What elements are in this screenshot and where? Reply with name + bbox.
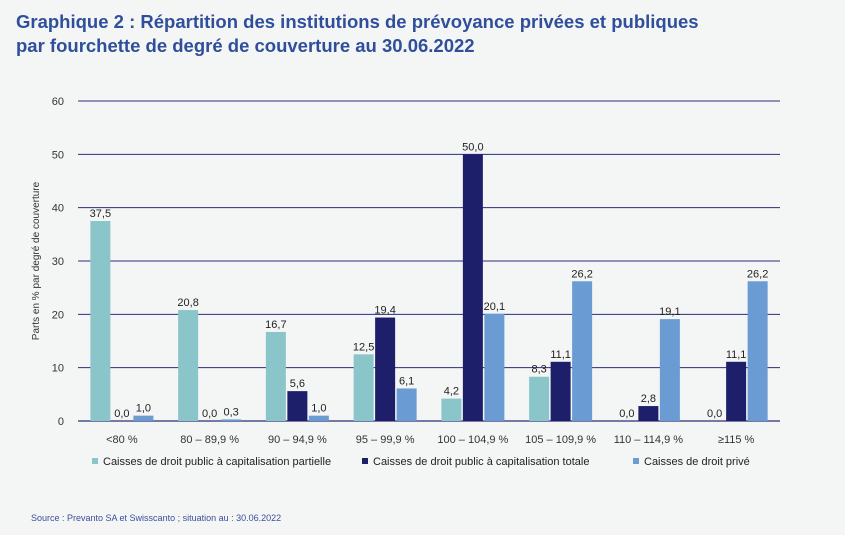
data-label-s2-4: 50,0	[462, 141, 483, 153]
source-note: Source : Prevanto SA et Swisscanto ; sit…	[31, 513, 282, 523]
data-label-s3-4: 20,1	[484, 301, 505, 313]
x-tick-label-0: <80 %	[106, 434, 138, 446]
data-label-s3-7: 26,2	[747, 268, 768, 280]
data-label-s2-3: 19,4	[374, 305, 395, 317]
x-tick-label-5: 105 – 109,9 %	[525, 434, 596, 446]
data-label-s2-5: 11,1	[550, 349, 571, 361]
x-tick-label-6: 110 – 114,9 %	[614, 434, 684, 446]
chart-title-line-2: par fourchette de degré de couverture au…	[16, 35, 475, 56]
data-label-s1-1: 20,8	[177, 297, 198, 309]
legend-swatch-1	[92, 458, 98, 464]
data-label-s1-0: 37,5	[90, 208, 111, 220]
bar-s1-1	[178, 310, 199, 421]
data-label-s2-7: 11,1	[726, 349, 747, 361]
data-label-s3-2: 1,0	[311, 403, 326, 415]
data-label-s1-2: 16,7	[265, 319, 286, 331]
legend-swatch-3	[633, 458, 639, 464]
chart-title-line-1: Graphique 2 : Répartition des institutio…	[16, 11, 699, 32]
bar-s3-6	[659, 319, 680, 421]
legend-label-3: Caisses de droit privé	[644, 456, 750, 468]
y-tick-label-30: 30	[52, 256, 64, 268]
bar-s1-4	[441, 398, 462, 421]
bar-s2-7	[726, 361, 747, 421]
legend-swatch-2	[362, 458, 368, 464]
bar-s3-3	[396, 388, 417, 421]
bar-s2-4	[462, 154, 483, 422]
y-tick-label-60: 60	[52, 96, 64, 108]
bar-s3-4	[484, 313, 505, 421]
x-tick-label-2: 90 – 94,9 %	[268, 434, 327, 446]
bar-s3-0	[133, 415, 154, 421]
data-label-s1-4: 4,2	[444, 386, 459, 398]
data-label-s3-5: 26,2	[571, 268, 592, 280]
bar-s3-7	[747, 281, 768, 421]
data-label-s1-3: 12,5	[353, 341, 374, 353]
y-tick-label-40: 40	[52, 203, 64, 215]
legend-label-1: Caisses de droit public à capitalisation…	[103, 456, 331, 468]
bar-s2-5	[550, 361, 571, 421]
data-label-s2-2: 5,6	[290, 378, 305, 390]
data-label-s2-6: 2,8	[641, 393, 656, 405]
bar-s3-2	[308, 415, 329, 421]
data-label-s2-0: 0,0	[114, 408, 129, 420]
data-label-s3-0: 1,0	[136, 403, 151, 415]
bar-s3-5	[572, 281, 593, 421]
data-label-s1-5: 8,3	[531, 364, 546, 376]
data-label-s3-6: 19,1	[659, 306, 680, 318]
bar-s2-3	[375, 317, 396, 421]
data-label-s1-7: 0,0	[707, 408, 722, 420]
x-tick-label-4: 100 – 104,9 %	[437, 434, 508, 446]
x-tick-label-7: ≥115 %	[718, 434, 755, 446]
bar-s1-2	[265, 331, 286, 421]
x-tick-label-3: 95 – 99,9 %	[356, 434, 415, 446]
data-label-s3-1: 0,3	[223, 406, 238, 418]
y-tick-label-20: 20	[52, 309, 64, 321]
bar-s1-5	[529, 376, 550, 421]
data-label-extra-0: 0,0	[619, 408, 634, 420]
bar-s1-0	[90, 221, 111, 421]
bar-s1-3	[353, 354, 374, 421]
data-label-s2-1: 0,0	[202, 408, 217, 420]
y-tick-label-10: 10	[52, 363, 64, 375]
bar-s3-1	[221, 419, 242, 421]
bar-s2-2	[287, 391, 308, 421]
legend-label-2: Caisses de droit public à capitalisation…	[373, 456, 589, 468]
x-tick-label-1: 80 – 89,9 %	[180, 434, 239, 446]
chart-title: Graphique 2 : Répartition des institutio…	[16, 10, 816, 58]
y-axis-label: Parts en % par degré de couverture	[31, 181, 42, 340]
y-tick-label-0: 0	[58, 416, 64, 428]
y-tick-label-50: 50	[52, 149, 64, 161]
data-label-s3-3: 6,1	[399, 375, 414, 387]
bar-s2-6	[638, 406, 659, 421]
